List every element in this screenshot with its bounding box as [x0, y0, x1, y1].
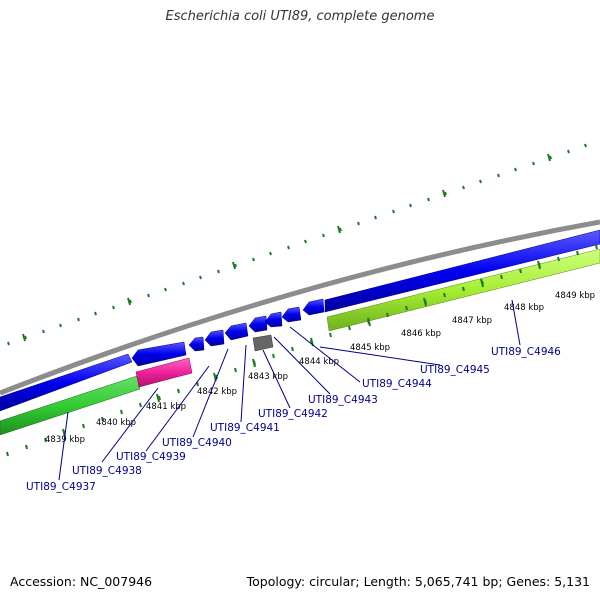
gene-leader-lines	[58, 299, 521, 481]
cds-reverse-7[interactable]	[281, 306, 302, 323]
leader-c4943	[273, 336, 331, 395]
cds-reverse-1[interactable]	[131, 341, 187, 367]
feature-grey[interactable]	[252, 334, 274, 352]
gene-labels: UTI89_C4937 UTI89_C4938 UTI89_C4939 UTI8…	[26, 346, 561, 493]
leader-c4937	[58, 411, 69, 481]
cds-forward-right[interactable]	[324, 229, 600, 313]
gene-label-c4942[interactable]: UTI89_C4942	[258, 408, 328, 420]
outer-ticks	[7, 143, 587, 346]
inner-tick-ring	[6, 244, 598, 457]
cds-reverse-3[interactable]	[204, 329, 225, 347]
kbp-label-4845: 4845 kbp	[350, 343, 390, 353]
gene-label-c4945[interactable]: UTI89_C4945	[420, 364, 490, 376]
gene-label-c4940[interactable]: UTI89_C4940	[162, 437, 232, 449]
outer-tick-ring	[7, 143, 587, 346]
kbp-label-4840: 4840 kbp	[96, 418, 136, 428]
kbp-label-4839: 4839 kbp	[45, 435, 85, 445]
kbp-label-4844: 4844 kbp	[299, 357, 339, 367]
genome-summary-text: Topology: circular; Length: 5,065,741 bp…	[246, 574, 590, 589]
leader-c4942	[262, 349, 291, 409]
kbp-labels: 4839 kbp 4840 kbp 4841 kbp 4842 kbp 4843…	[45, 291, 595, 445]
gene-label-c4937[interactable]: UTI89_C4937	[26, 481, 96, 493]
leader-c4939	[145, 365, 210, 452]
cds-forward-left[interactable]	[0, 353, 133, 412]
gene-label-c4939[interactable]: UTI89_C4939	[116, 451, 186, 463]
gene-label-c4943[interactable]: UTI89_C4943	[308, 394, 378, 406]
leader-c4940	[192, 348, 229, 438]
forward-strand-track	[0, 229, 600, 412]
kbp-label-4842: 4842 kbp	[197, 387, 237, 397]
outer-major-ticks	[22, 153, 551, 342]
kbp-label-4846: 4846 kbp	[401, 329, 441, 339]
map-title: Escherichia coli UTI89, complete genome	[165, 9, 435, 24]
backbone-line	[0, 219, 600, 396]
cds-reverse-6[interactable]	[264, 311, 283, 328]
cds-reverse-4[interactable]	[224, 322, 249, 341]
feature-pink[interactable]	[135, 357, 193, 388]
kbp-label-4847: 4847 kbp	[452, 316, 492, 326]
feature-green[interactable]	[0, 375, 141, 436]
cds-reverse-5[interactable]	[248, 315, 268, 333]
cds-reverse-8[interactable]	[302, 298, 325, 316]
cds-reverse-2[interactable]	[188, 336, 205, 352]
gene-label-c4938[interactable]: UTI89_C4938	[72, 465, 142, 477]
kbp-label-4843: 4843 kbp	[248, 372, 288, 382]
gene-label-c4941[interactable]: UTI89_C4941	[210, 422, 280, 434]
gene-label-c4944[interactable]: UTI89_C4944	[362, 378, 432, 390]
kbp-label-4841: 4841 kbp	[146, 402, 186, 412]
leader-c4938	[101, 387, 159, 463]
leader-c4946	[511, 299, 521, 346]
kbp-label-4848: 4848 kbp	[504, 303, 544, 313]
leader-c4944	[289, 326, 361, 383]
accession-text: Accession: NC_007946	[10, 574, 153, 589]
leader-c4945	[319, 346, 441, 366]
gene-label-c4946[interactable]: UTI89_C4946	[491, 346, 561, 358]
kbp-label-4849: 4849 kbp	[555, 291, 595, 301]
reverse-strand-track	[131, 298, 325, 367]
leader-c4941	[240, 344, 247, 423]
inner-major-ticks	[62, 260, 541, 438]
